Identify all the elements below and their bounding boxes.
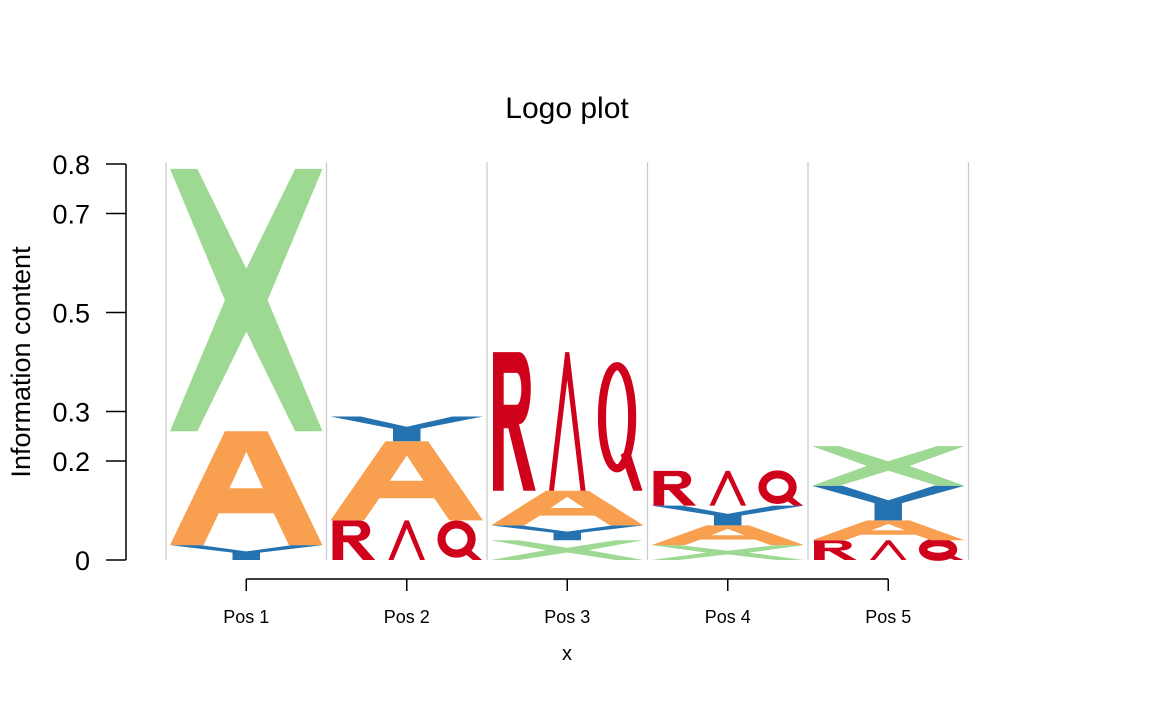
- logo-glyph-y: [491, 525, 644, 541]
- logo-glyphs: [170, 168, 965, 561]
- logo-glyph-x: [812, 446, 965, 486]
- x-axis: Pos 1 Pos 2 Pos 3 Pos 4 Pos 5: [223, 578, 911, 627]
- logo-glyph-raq: [814, 538, 964, 561]
- x-tick-label: Pos 5: [865, 607, 911, 627]
- y-tick-label: 0.8: [52, 150, 90, 180]
- logo-glyph-y: [330, 416, 483, 442]
- logo-glyph-a: [651, 525, 804, 546]
- logo-glyph-a: [812, 520, 965, 541]
- logo-glyph-raq: [493, 352, 643, 491]
- logo-glyph-x: [651, 545, 804, 560]
- y-tick-label: 0.7: [52, 200, 90, 230]
- chart-title: Logo plot: [505, 92, 629, 125]
- y-tick-label: 0.2: [52, 447, 90, 477]
- y-tick-label: 0.3: [52, 398, 90, 428]
- logo-glyph-x: [491, 540, 644, 560]
- x-tick-label: Pos 2: [384, 607, 430, 627]
- position-separators: [165, 162, 970, 560]
- logo-glyph-a: [330, 441, 483, 521]
- logo-glyph-a: [170, 431, 323, 546]
- logo-glyph-raq: [653, 470, 803, 506]
- logo-glyph-a: [491, 490, 644, 526]
- logo-glyph-y: [812, 485, 965, 521]
- logo-glyph-y: [651, 505, 804, 526]
- x-tick-label: Pos 4: [705, 607, 751, 627]
- logo-glyph-raq: [332, 520, 482, 560]
- x-tick-label: Pos 1: [223, 607, 269, 627]
- x-axis-label: x: [562, 643, 572, 665]
- y-axis: 0 0.2 0.3 0.5 0.7 0.8: [52, 150, 127, 576]
- y-tick-label: 0: [75, 546, 90, 576]
- y-tick-label: 0.5: [52, 299, 90, 329]
- y-axis-label: Information content: [6, 246, 36, 478]
- x-tick-label: Pos 3: [544, 607, 590, 627]
- logo-glyph-x: [170, 168, 323, 432]
- logo-glyph-y: [170, 545, 323, 560]
